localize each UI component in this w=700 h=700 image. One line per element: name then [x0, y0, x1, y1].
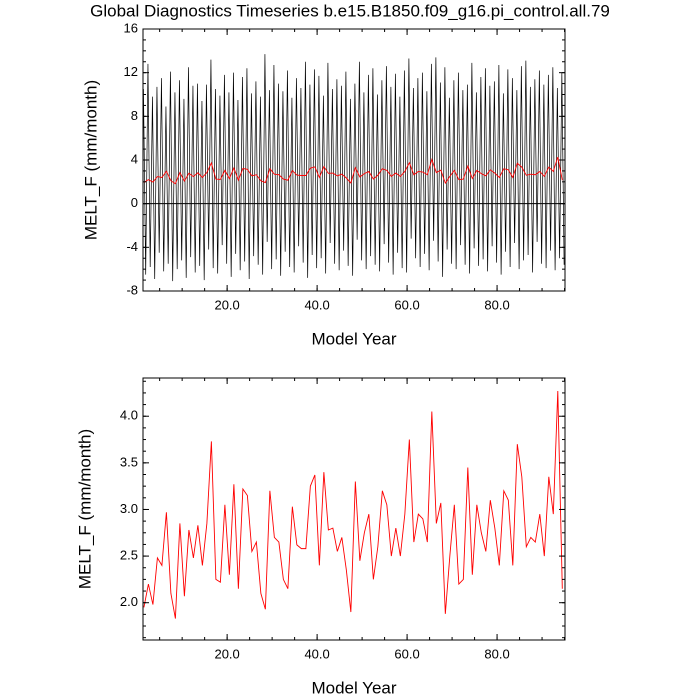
y-tick-label: 4.0: [120, 408, 138, 423]
y-tick-label: -4: [126, 239, 138, 254]
data-line: [143, 156, 563, 185]
data-line: [143, 391, 563, 619]
x-tick-label: 60.0: [394, 646, 419, 661]
chart-title: Global Diagnostics Timeseries b.e15.B185…: [90, 1, 610, 20]
y-axis-title: MELT_F (mm/month): [81, 80, 100, 240]
x-tick-label: 60.0: [394, 297, 419, 312]
y-tick-label: 16: [124, 20, 138, 35]
x-tick-label: 40.0: [304, 297, 329, 312]
x-tick-label: 80.0: [484, 297, 509, 312]
y-tick-label: 2.5: [120, 548, 138, 563]
x-axis-title: Model Year: [311, 329, 396, 348]
y-axis-title: MELT_F (mm/month): [75, 429, 94, 589]
x-tick-label: 20.0: [214, 646, 239, 661]
data-line: [143, 54, 565, 282]
plot-frame: [142, 28, 566, 292]
y-tick-label: 3.5: [120, 454, 138, 469]
y-tick-label: 12: [124, 64, 138, 79]
x-tick-label: 40.0: [304, 646, 329, 661]
y-tick-label: 0: [131, 195, 138, 210]
plot-frame: [142, 377, 566, 641]
y-tick-label: 3.0: [120, 501, 138, 516]
y-tick-label: 8: [131, 108, 138, 123]
x-tick-label: 20.0: [214, 297, 239, 312]
y-tick-label: 2.0: [120, 594, 138, 609]
y-tick-label: 4: [131, 151, 138, 166]
y-tick-label: -8: [126, 282, 138, 297]
x-tick-label: 80.0: [484, 646, 509, 661]
x-axis-title: Model Year: [311, 678, 396, 697]
